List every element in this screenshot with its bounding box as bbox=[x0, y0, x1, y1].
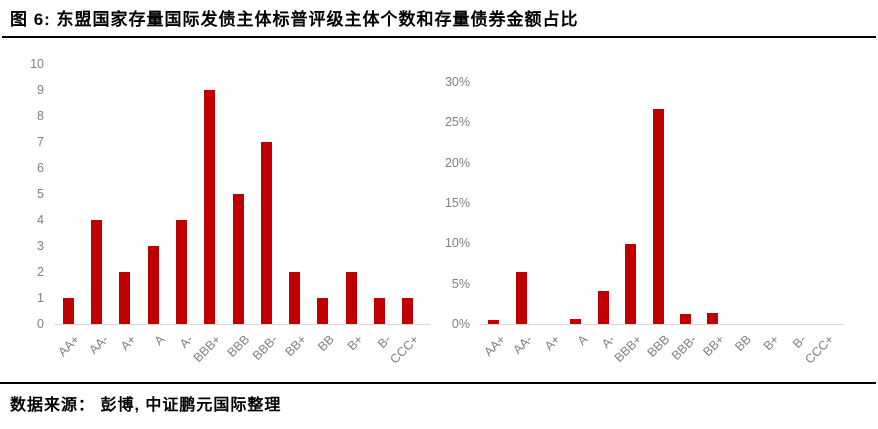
x-tick-label: A+ bbox=[541, 332, 563, 354]
x-tick-label: A- bbox=[176, 332, 196, 352]
x-tick-label: BB bbox=[732, 332, 755, 354]
y-tick-label: 15% bbox=[444, 195, 470, 210]
bar-BBB bbox=[232, 194, 244, 324]
x-tick-label: CCC+ bbox=[387, 332, 423, 367]
y-tick-label: 20% bbox=[444, 155, 470, 170]
y-tick-label: 10% bbox=[444, 236, 470, 251]
y-tick-label: 25% bbox=[444, 115, 470, 130]
y-tick-label: 6 bbox=[37, 160, 44, 175]
x-tick-label: B- bbox=[374, 332, 394, 352]
y-tick-label: 3 bbox=[37, 238, 44, 253]
bar-BBB+ bbox=[625, 244, 637, 324]
x-tick-label: BBB+ bbox=[191, 332, 224, 366]
y-tick-label: 7 bbox=[37, 134, 44, 149]
data-source-note: 数据来源： 彭博, 中证鹏元国际整理 bbox=[10, 397, 282, 414]
figure-title: 图 6: 东盟国家存量国际发债主体标普评级主体个数和存量债券金额占比 bbox=[10, 10, 579, 29]
bar-CCC+ bbox=[402, 298, 414, 324]
x-tick-label: A+ bbox=[117, 332, 139, 354]
x-axis-line bbox=[54, 324, 430, 325]
y-tick-label: 0 bbox=[37, 316, 44, 331]
x-tick-label: BBB+ bbox=[612, 332, 645, 366]
bar-BB+ bbox=[707, 313, 719, 324]
bar-AA- bbox=[90, 220, 102, 324]
y-tick-label: 8 bbox=[37, 108, 44, 123]
y-tick-label: 0% bbox=[451, 316, 470, 331]
bar-BB bbox=[317, 298, 329, 324]
x-tick-label: AA- bbox=[86, 332, 111, 357]
y-tick-label: 2 bbox=[37, 264, 44, 279]
bar-AA- bbox=[515, 272, 527, 324]
bar-AA+ bbox=[62, 298, 74, 324]
bar-A- bbox=[175, 220, 187, 324]
x-tick-label: BB+ bbox=[700, 332, 727, 360]
bar-A bbox=[570, 319, 582, 324]
bar-A- bbox=[597, 291, 609, 324]
x-tick-label: BB bbox=[315, 332, 338, 354]
x-tick-label: BB+ bbox=[281, 332, 309, 360]
bar-BBB bbox=[652, 109, 664, 324]
bar-B- bbox=[374, 298, 386, 324]
y-tick-label: 1 bbox=[37, 290, 44, 305]
y-tick-label: 10 bbox=[30, 56, 44, 71]
bar-BBB- bbox=[260, 142, 272, 324]
title-divider bbox=[2, 36, 876, 38]
y-tick-label: 5% bbox=[451, 276, 470, 291]
x-tick-label: A- bbox=[598, 332, 618, 352]
bar-BBB- bbox=[679, 314, 691, 324]
y-tick-label: 4 bbox=[37, 212, 44, 227]
x-tick-label: B+ bbox=[344, 332, 366, 354]
bar-BB+ bbox=[289, 272, 301, 324]
y-tick-label: 9 bbox=[37, 82, 44, 97]
y-tick-label: 30% bbox=[444, 74, 470, 89]
x-tick-label: BBB- bbox=[669, 332, 700, 363]
x-tick-label: BBB bbox=[224, 332, 253, 360]
bar-BBB+ bbox=[204, 90, 216, 324]
y-tick-label: 5 bbox=[37, 186, 44, 201]
x-tick-label: AA+ bbox=[481, 332, 508, 360]
x-tick-label: AA+ bbox=[55, 332, 83, 360]
bar-B+ bbox=[345, 272, 357, 324]
x-axis-line bbox=[480, 324, 844, 325]
x-tick-label: CCC+ bbox=[802, 332, 837, 367]
x-tick-label: A bbox=[151, 332, 168, 349]
x-tick-label: BBB bbox=[644, 332, 673, 360]
source-divider bbox=[0, 382, 876, 384]
x-tick-label: A bbox=[574, 332, 591, 349]
x-tick-label: B- bbox=[790, 332, 810, 352]
bar-A bbox=[147, 246, 159, 324]
bar-chart-bond-amount-share: 0% 5% 10% 15% 20% 25% 30% AA+ AA- A+ A A- BBB+ BBB BBB… bbox=[436, 48, 848, 382]
bar-chart-issuer-count: 0 1 2 3 4 5 6 7 8 9 10 AA+ AA- A+ A A- BBB+ BBB BBB- BB+ BB B… bbox=[8, 48, 432, 382]
x-tick-label: B+ bbox=[760, 332, 782, 354]
x-tick-label: BBB- bbox=[249, 332, 281, 363]
x-tick-label: AA- bbox=[510, 332, 536, 357]
bar-AA+ bbox=[488, 320, 500, 324]
bar-A+ bbox=[119, 272, 131, 324]
